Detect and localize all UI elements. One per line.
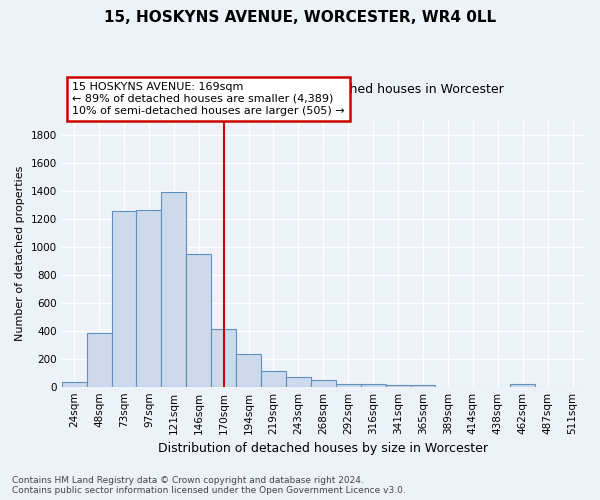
- Bar: [261, 370, 286, 386]
- Bar: [311, 380, 336, 386]
- Bar: [336, 384, 361, 386]
- Title: Size of property relative to detached houses in Worcester: Size of property relative to detached ho…: [143, 83, 504, 96]
- Bar: [112, 211, 136, 386]
- Text: 15, HOSKYNS AVENUE, WORCESTER, WR4 0LL: 15, HOSKYNS AVENUE, WORCESTER, WR4 0LL: [104, 10, 496, 25]
- Bar: [386, 384, 410, 386]
- Bar: [186, 254, 211, 386]
- Bar: [361, 384, 386, 386]
- X-axis label: Distribution of detached houses by size in Worcester: Distribution of detached houses by size …: [158, 442, 488, 455]
- Bar: [136, 210, 161, 386]
- Y-axis label: Number of detached properties: Number of detached properties: [15, 166, 25, 342]
- Bar: [161, 192, 186, 386]
- Bar: [286, 377, 311, 386]
- Text: 15 HOSKYNS AVENUE: 169sqm
← 89% of detached houses are smaller (4,389)
10% of se: 15 HOSKYNS AVENUE: 169sqm ← 89% of detac…: [72, 82, 345, 116]
- Bar: [236, 354, 261, 386]
- Bar: [62, 382, 86, 386]
- Bar: [510, 384, 535, 386]
- Bar: [211, 328, 236, 386]
- Bar: [86, 333, 112, 386]
- Text: Contains HM Land Registry data © Crown copyright and database right 2024.
Contai: Contains HM Land Registry data © Crown c…: [12, 476, 406, 495]
- Bar: [410, 384, 436, 386]
